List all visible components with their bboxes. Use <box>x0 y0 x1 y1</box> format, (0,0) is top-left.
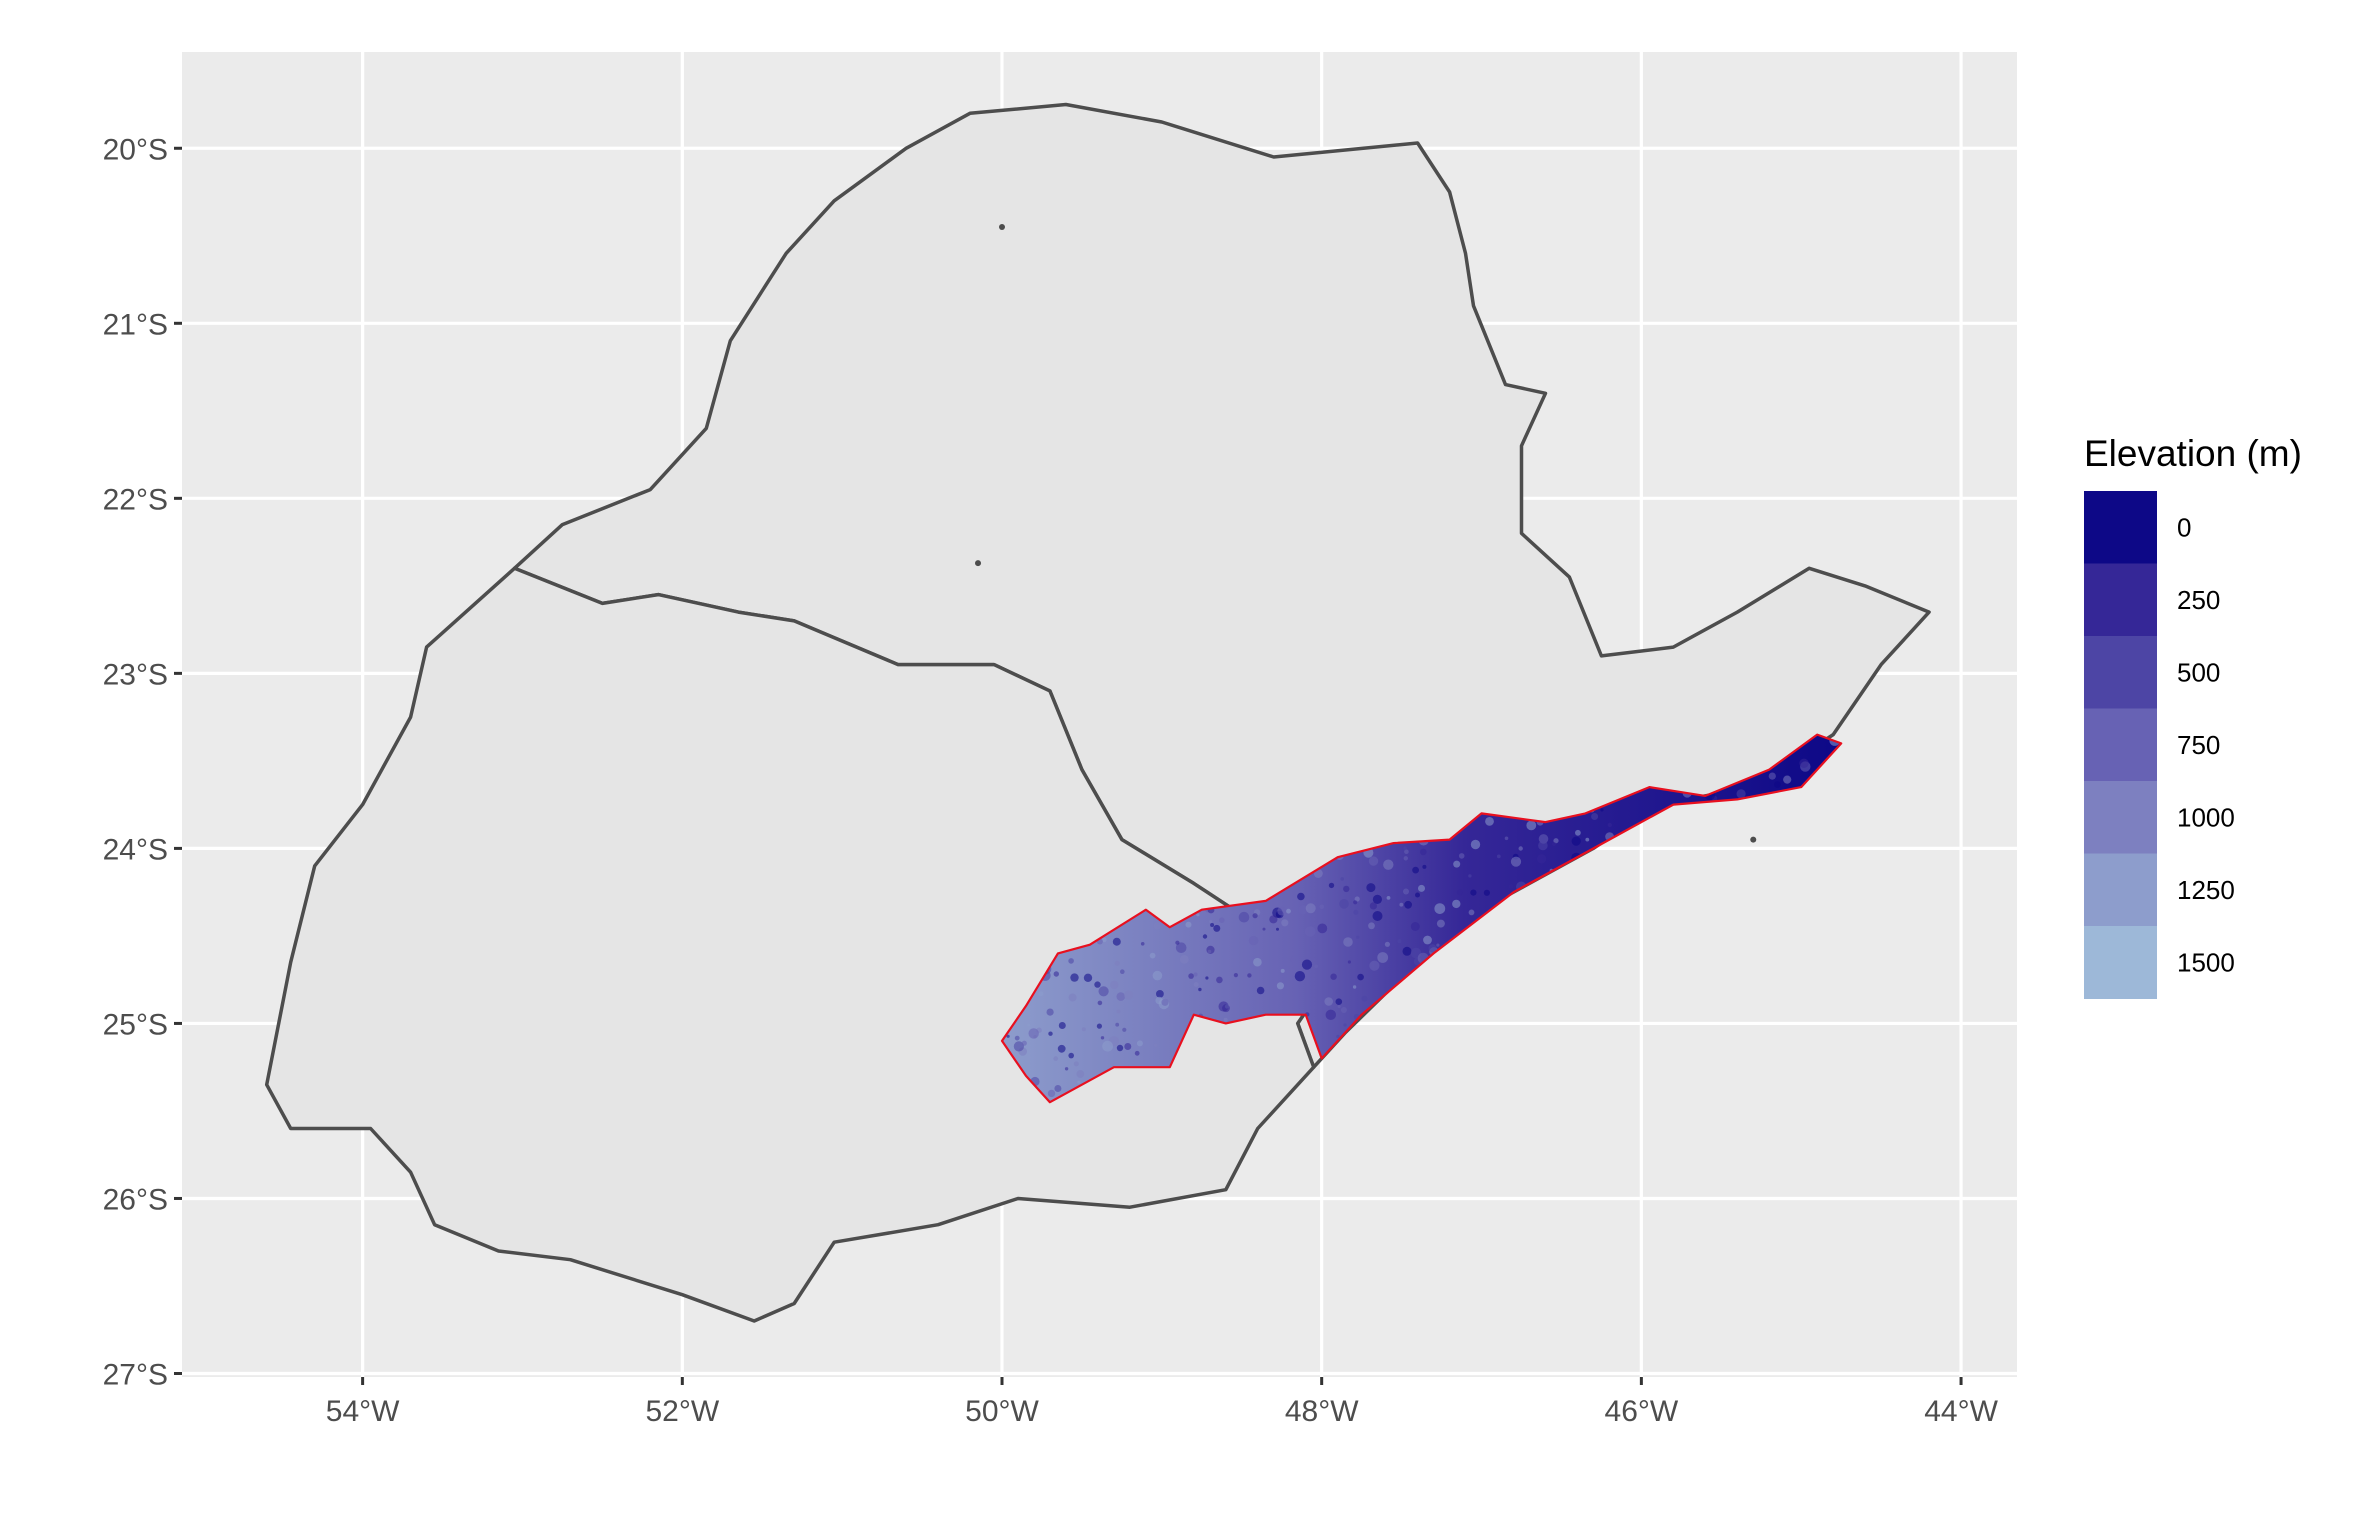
y-tick-label: 26°S <box>103 1183 168 1216</box>
y-tick-label: 27°S <box>103 1358 168 1391</box>
x-tick-label: 50°W <box>965 1395 1039 1428</box>
legend: Elevation (m) 0 250 500 750 1000 1250 1500 <box>2084 433 2302 999</box>
y-axis: 20°S 21°S 22°S 23°S 24°S 25°S 26°S 27°S <box>103 133 182 1391</box>
y-tick-label: 23°S <box>103 658 168 691</box>
y-tick-label: 25°S <box>103 1008 168 1041</box>
legend-label: 1500 <box>2177 947 2235 977</box>
legend-label: 1000 <box>2177 802 2235 832</box>
y-tick-label: 24°S <box>103 833 168 866</box>
legend-label: 250 <box>2177 585 2220 615</box>
x-axis: 54°W 52°W 50°W 48°W 46°W 44°W <box>326 1377 1999 1428</box>
y-tick-label: 20°S <box>103 133 168 166</box>
x-tick-label: 48°W <box>1285 1395 1359 1428</box>
x-tick-label: 52°W <box>645 1395 719 1428</box>
legend-key <box>2084 926 2157 999</box>
legend-label: 500 <box>2177 657 2220 687</box>
y-tick-label: 21°S <box>103 308 168 341</box>
legend-label: 0 <box>2177 512 2191 542</box>
y-tick-label: 22°S <box>103 483 168 516</box>
legend-key <box>2084 491 2157 564</box>
islet <box>1750 836 1757 843</box>
legend-key <box>2084 853 2157 927</box>
x-tick-label: 46°W <box>1605 1395 1679 1428</box>
state-boundary-parana <box>264 566 1324 1323</box>
islet <box>975 560 982 567</box>
legend-key <box>2084 708 2157 782</box>
legend-title: Elevation (m) <box>2084 433 2302 474</box>
legend-key <box>2084 563 2157 637</box>
legend-key <box>2084 636 2157 709</box>
legend-key <box>2084 781 2157 854</box>
legend-label: 750 <box>2177 730 2220 760</box>
region-outline <box>1000 733 1843 1104</box>
islet <box>998 224 1005 231</box>
x-tick-label: 54°W <box>326 1395 400 1428</box>
legend-label: 1250 <box>2177 875 2235 905</box>
x-tick-label: 44°W <box>1924 1395 1998 1428</box>
